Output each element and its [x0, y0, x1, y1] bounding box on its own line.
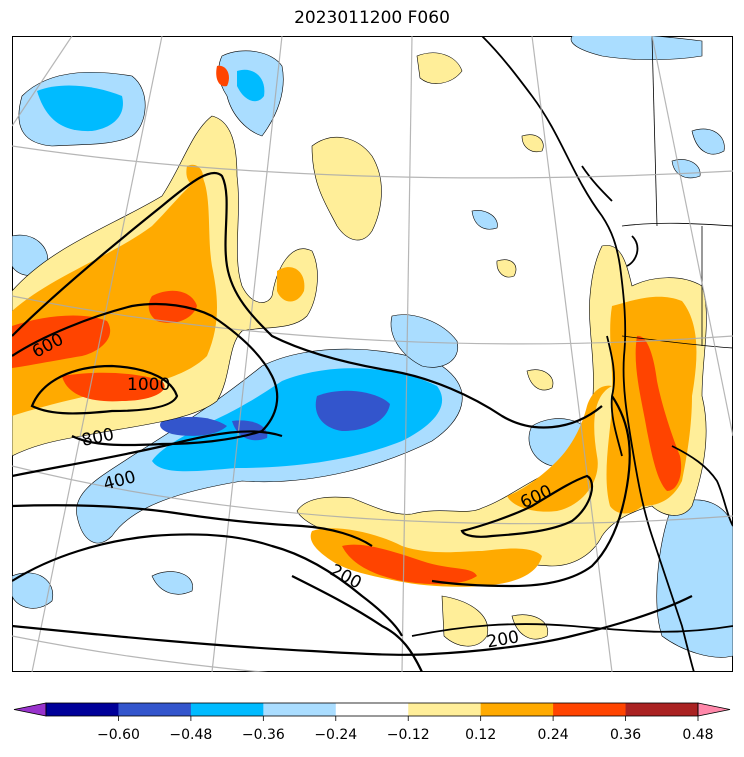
colorbar-tick-label: −0.12 — [387, 727, 430, 743]
colorbar-tick-label: −0.48 — [169, 727, 212, 743]
colorbar-swatch — [13, 702, 47, 717]
colorbar-tick-label: 0.12 — [465, 727, 496, 743]
colorbar-tick-label: 0.24 — [538, 727, 569, 743]
colorbar-swatch — [46, 703, 119, 716]
colorbar-tick-label: −0.60 — [97, 727, 140, 743]
colorbar-swatch — [553, 703, 627, 716]
political-boundaries — [621, 36, 733, 349]
colorbar-outline — [45, 702, 699, 717]
colorbar-swatch — [408, 703, 482, 716]
colorbar-swatches — [13, 702, 731, 717]
positive-red-areas — [12, 65, 682, 585]
colorbar-swatch — [263, 703, 337, 716]
colorbar-swatch — [625, 703, 699, 716]
colorbar-ticks: −0.60 −0.48 −0.36 −0.24 −0.12 0.12 0.24 0.36 0.4… — [97, 716, 714, 743]
colorbar-swatch — [480, 703, 554, 716]
colorbar-tick-label: 0.36 — [610, 727, 641, 743]
map-title: 2023011200 F060 — [294, 8, 450, 28]
negative-dark-blue-areas — [160, 390, 390, 441]
colorbar-swatch — [335, 703, 409, 716]
colorbar-swatch — [190, 703, 264, 716]
colorbar: −0.60 −0.48 −0.36 −0.24 −0.12 0.12 0.24 0.36 0.4… — [13, 702, 731, 743]
contour-label: 1000 — [127, 375, 170, 395]
colorbar-swatch — [118, 703, 192, 716]
colorbar-tick-label: 0.48 — [682, 727, 713, 743]
colorbar-tick-label: −0.24 — [314, 727, 357, 743]
forecast-map: 600 1000 800 400 600 200 200 — [12, 36, 733, 672]
colorbar-tick-label: −0.36 — [242, 727, 285, 743]
colorbar-swatch — [697, 702, 731, 717]
contour-lines — [12, 171, 693, 672]
